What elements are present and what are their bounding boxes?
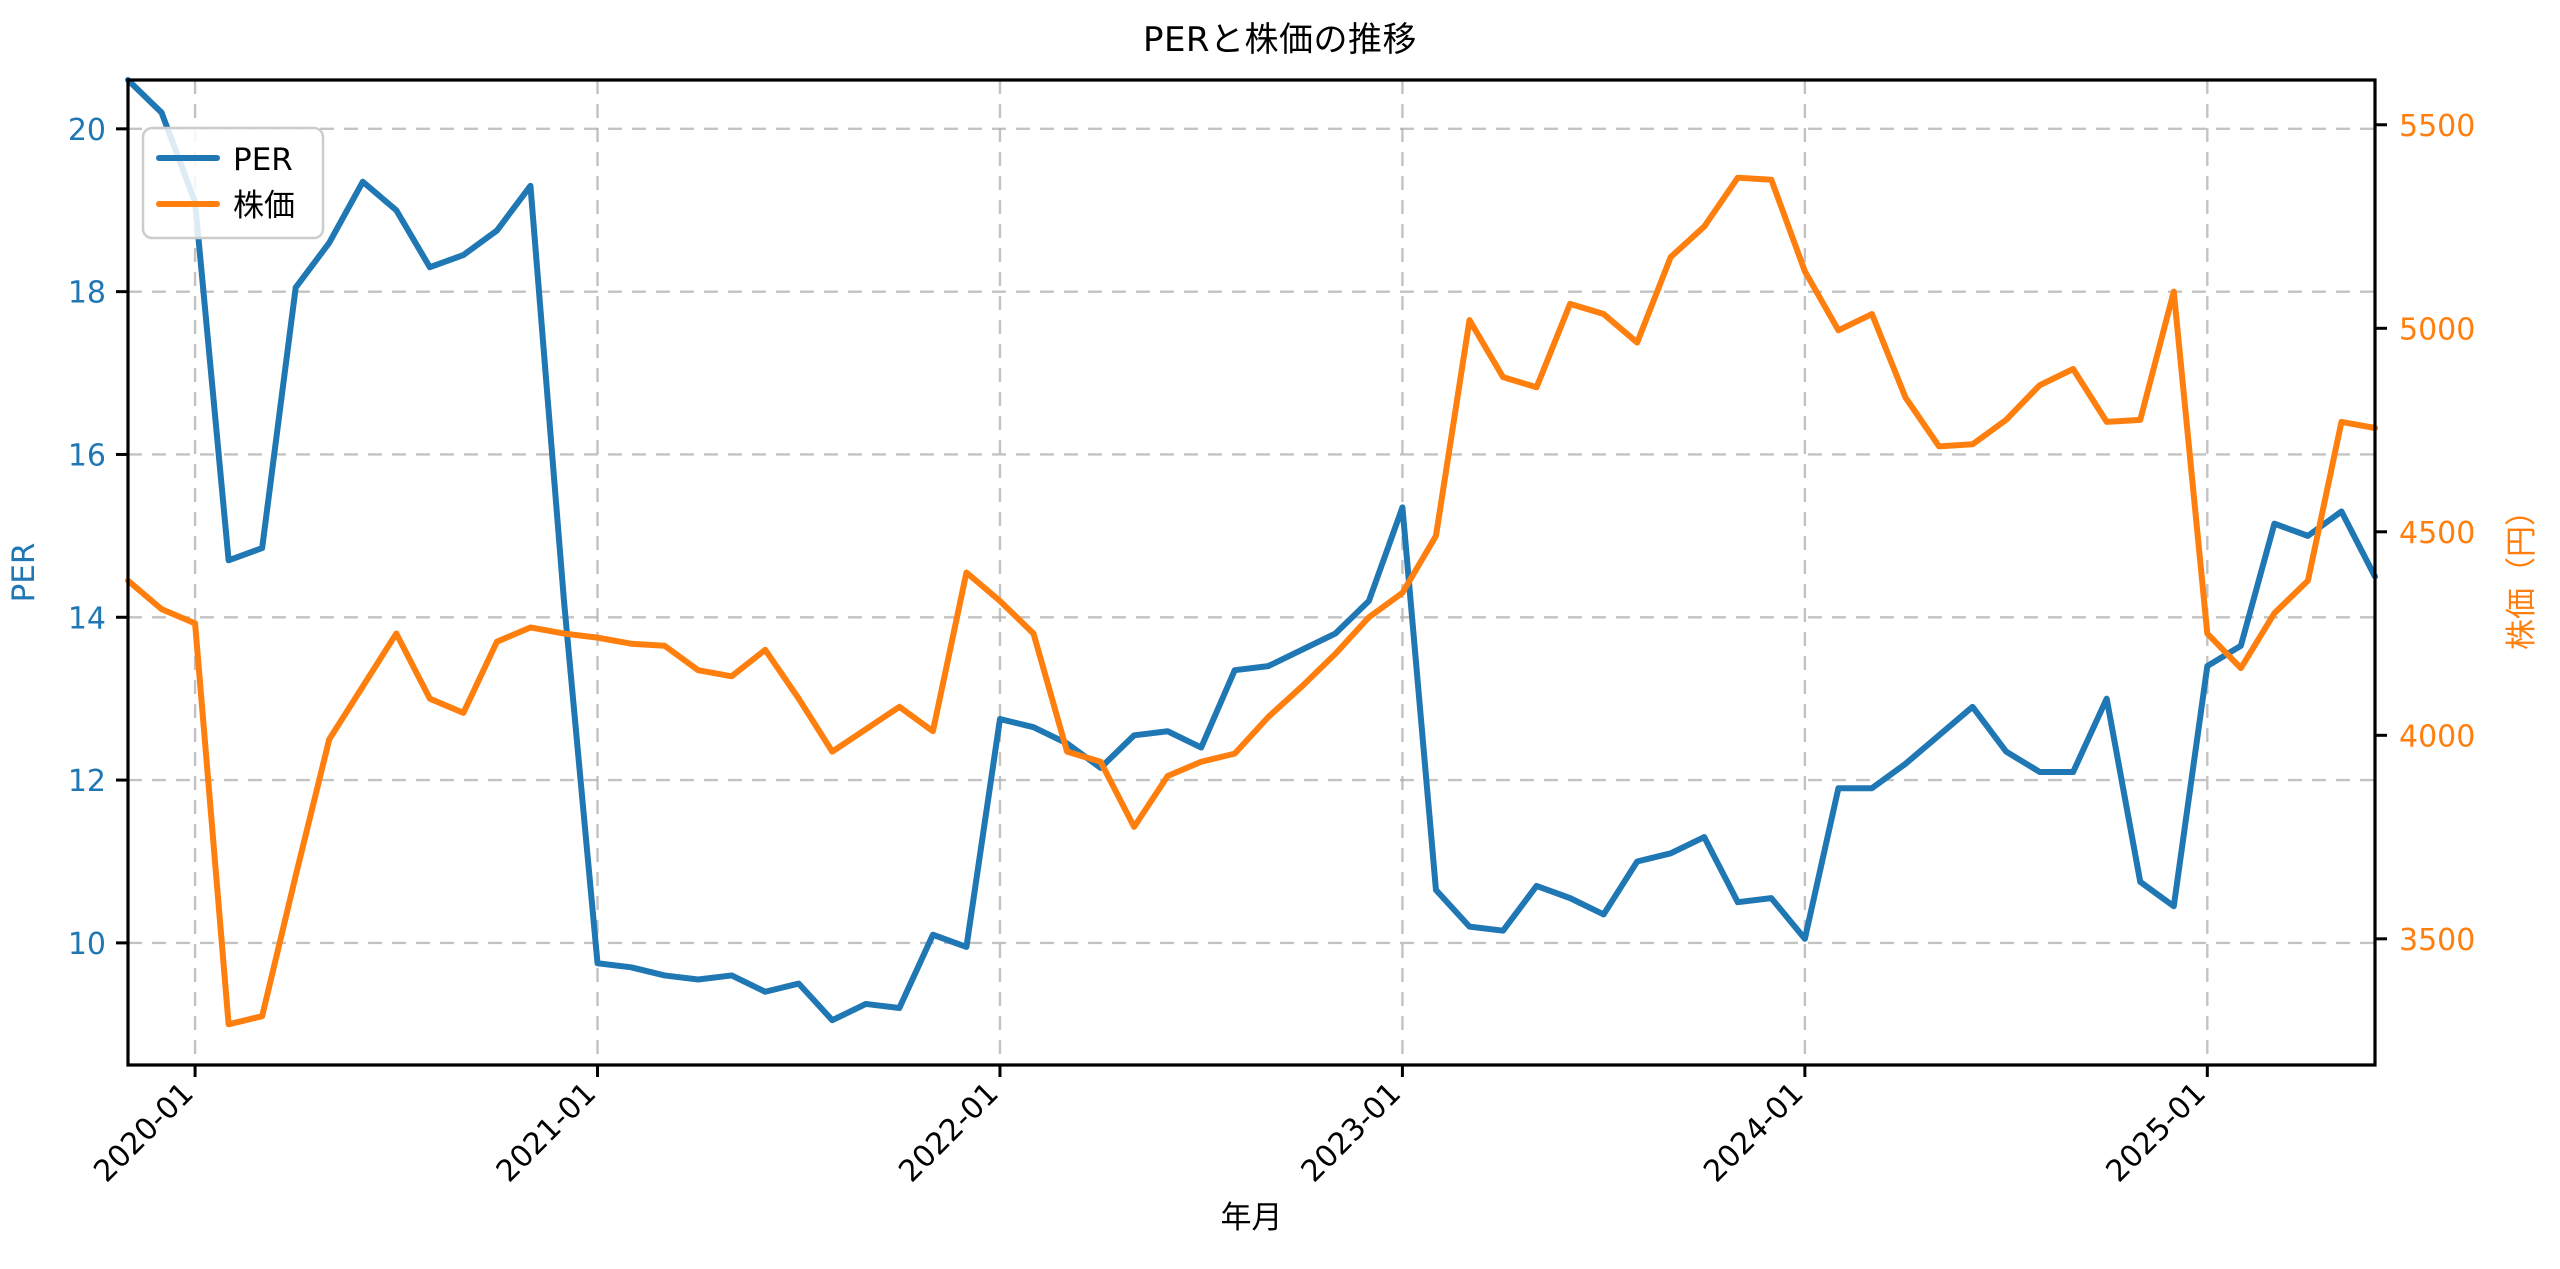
y-tick-label-left-16: 16 — [68, 438, 106, 473]
y-axis-title-left: PER — [6, 543, 42, 603]
y-tick-label-left-18: 18 — [68, 276, 106, 311]
x-tick-label-2020-01: 2020-01 — [87, 1076, 200, 1189]
gridlines-group — [128, 80, 2375, 1065]
x-tick-label-2023-01: 2023-01 — [1295, 1076, 1408, 1189]
series-line-株価 — [125, 174, 2378, 1028]
tick-labels-group: 10 12 14 16 18 20 3500 4000 4500 5000 5500 2020-01 2… — [68, 109, 2476, 1190]
y-tick-label-right-4000: 4000 — [2399, 719, 2475, 754]
y-tick-label-right-5000: 5000 — [2399, 312, 2475, 347]
y-axis-title-right: 株価（円） — [2504, 495, 2540, 650]
y-tick-label-right-3500: 3500 — [2399, 923, 2475, 958]
x-tick-label-2025-01: 2025-01 — [2100, 1076, 2213, 1189]
y-tick-label-left-12: 12 — [68, 764, 106, 799]
plot-border — [126, 78, 2377, 1067]
y-tick-label-left-14: 14 — [68, 601, 106, 636]
legend-label-PER[interactable]: PER — [233, 142, 293, 178]
series-line-PER — [125, 77, 2378, 1024]
y-tick-label-right-4500: 4500 — [2399, 516, 2475, 551]
chart-legend[interactable]: PER 株価 — [141, 126, 325, 240]
axis-titles-group: PER 株価（円） 年月 — [6, 495, 2540, 1236]
x-axis-title: 年月 — [1221, 1200, 1283, 1236]
axes-group — [116, 78, 2387, 1077]
y-tick-label-left-20: 20 — [68, 113, 106, 148]
series-group — [125, 77, 2378, 1028]
x-tick-label-2021-01: 2021-01 — [490, 1076, 603, 1189]
y-tick-label-right-5500: 5500 — [2399, 109, 2475, 144]
y-tick-label-left-10: 10 — [68, 927, 106, 962]
chart-title: PERと株価の推移 — [1142, 20, 1418, 60]
legend-label-株価[interactable]: 株価 — [233, 188, 295, 224]
x-tick-label-2024-01: 2024-01 — [1697, 1076, 1810, 1189]
x-tick-label-2022-01: 2022-01 — [892, 1076, 1005, 1189]
